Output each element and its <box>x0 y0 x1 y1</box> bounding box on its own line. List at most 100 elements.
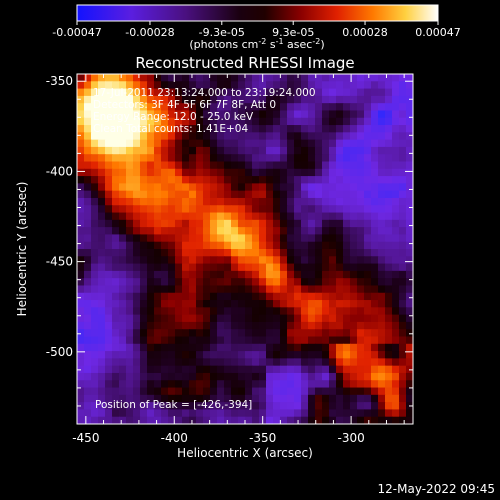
heatmap-cell <box>259 394 267 403</box>
heatmap-cell <box>259 139 267 148</box>
heatmap-cell <box>364 95 372 104</box>
heatmap-cell <box>266 300 274 308</box>
heatmap-cell <box>287 234 295 243</box>
heatmap-cell <box>77 205 85 214</box>
heatmap-cell <box>371 146 379 155</box>
heatmap-cell <box>161 256 169 265</box>
heatmap-cell <box>364 234 372 243</box>
heatmap-cell <box>168 74 176 82</box>
heatmap-cell <box>182 125 190 133</box>
heatmap-cell <box>154 205 162 214</box>
heatmap-cell <box>112 219 120 228</box>
colorbar-frame <box>76 4 439 22</box>
heatmap-cell <box>91 197 99 206</box>
heatmap-cell <box>133 227 141 236</box>
heatmap-cell <box>399 336 407 345</box>
heatmap-cell <box>364 168 372 177</box>
heatmap-cell <box>231 146 239 155</box>
heatmap-cell <box>308 132 316 141</box>
heatmap-cell <box>154 168 162 177</box>
heatmap-cell <box>77 314 85 323</box>
heatmap-cell <box>392 321 400 330</box>
heatmap-cell <box>350 394 358 403</box>
heatmap-cell <box>84 219 92 228</box>
heatmap-cell <box>231 394 239 403</box>
heatmap-cell <box>168 321 176 330</box>
heatmap-cell <box>210 139 218 148</box>
heatmap-cell <box>154 88 162 97</box>
colorbar-tick-label: 0.00047 <box>415 26 461 39</box>
heatmap-cell <box>238 161 246 170</box>
heatmap-cell <box>182 321 190 330</box>
heatmap-cell <box>287 227 295 236</box>
heatmap-cell <box>154 336 162 345</box>
heatmap-cell <box>329 329 337 338</box>
heatmap-cell <box>273 132 281 141</box>
heatmap-cell <box>294 161 302 170</box>
heatmap-cell <box>154 307 162 316</box>
heatmap-cell <box>238 197 246 206</box>
heatmap-cell <box>329 321 337 330</box>
heatmap-cell <box>406 161 413 170</box>
heatmap-cell <box>196 110 204 119</box>
heatmap-cell <box>329 234 337 243</box>
heatmap-cell <box>168 365 176 374</box>
heatmap-cell <box>287 103 295 112</box>
heatmap-cell <box>315 74 323 82</box>
heatmap-cell <box>294 234 302 243</box>
colorbar-tick-label: 9.3e-05 <box>272 26 314 39</box>
heatmap-cell <box>371 139 379 148</box>
heatmap-cell <box>140 161 148 170</box>
heatmap-cell <box>350 197 358 206</box>
heatmap-cell <box>161 132 169 141</box>
heatmap-cell <box>182 219 190 228</box>
heatmap-cell <box>168 168 176 177</box>
heatmap-cell <box>147 358 155 367</box>
heatmap-cell <box>147 81 155 90</box>
heatmap-cell <box>378 285 386 294</box>
heatmap-cell <box>182 292 190 301</box>
heatmap-cell <box>147 249 155 257</box>
heatmap-cell <box>273 300 281 308</box>
heatmap-cell <box>203 336 211 345</box>
heatmap-cell <box>98 81 106 90</box>
heatmap-cell <box>112 197 120 206</box>
heatmap-cell <box>357 168 365 177</box>
heatmap-cell <box>308 219 316 228</box>
heatmap-cell <box>238 263 246 272</box>
heatmap-cell <box>322 256 330 265</box>
heatmap-cell <box>336 409 344 418</box>
heatmap-cell <box>189 219 197 228</box>
heatmap-cell <box>98 74 106 82</box>
heatmap-cell <box>133 176 141 184</box>
heatmap-cell <box>105 132 113 141</box>
heatmap-cell <box>308 263 316 272</box>
heatmap-cell <box>210 125 218 133</box>
heatmap-cell <box>84 81 92 90</box>
heatmap-cell <box>322 249 330 257</box>
heatmap-cell <box>315 183 323 192</box>
heatmap-cell <box>203 409 211 418</box>
heatmap-cell <box>294 409 302 418</box>
heatmap-cell <box>378 95 386 104</box>
heatmap-cell <box>385 387 393 396</box>
heatmap-cell <box>378 234 386 243</box>
heatmap-cell <box>399 270 407 279</box>
heatmap-cell <box>301 387 309 396</box>
y-axis-ticks <box>77 80 413 407</box>
heatmap-cell <box>84 409 92 418</box>
heatmap-cell <box>357 132 365 141</box>
heatmap-cell <box>154 409 162 418</box>
heatmap-cell <box>252 329 260 338</box>
heatmap-cell <box>105 219 113 228</box>
heatmap-cell <box>84 351 92 359</box>
heatmap-cell <box>343 365 351 374</box>
heatmap-cell <box>392 285 400 294</box>
heatmap-cell <box>196 285 204 294</box>
heatmap-cell <box>77 139 85 148</box>
heatmap-cell <box>308 285 316 294</box>
heatmap-cell <box>343 256 351 265</box>
heatmap-cell <box>294 110 302 119</box>
heatmap-cell <box>385 343 393 352</box>
heatmap-cell <box>287 343 295 352</box>
